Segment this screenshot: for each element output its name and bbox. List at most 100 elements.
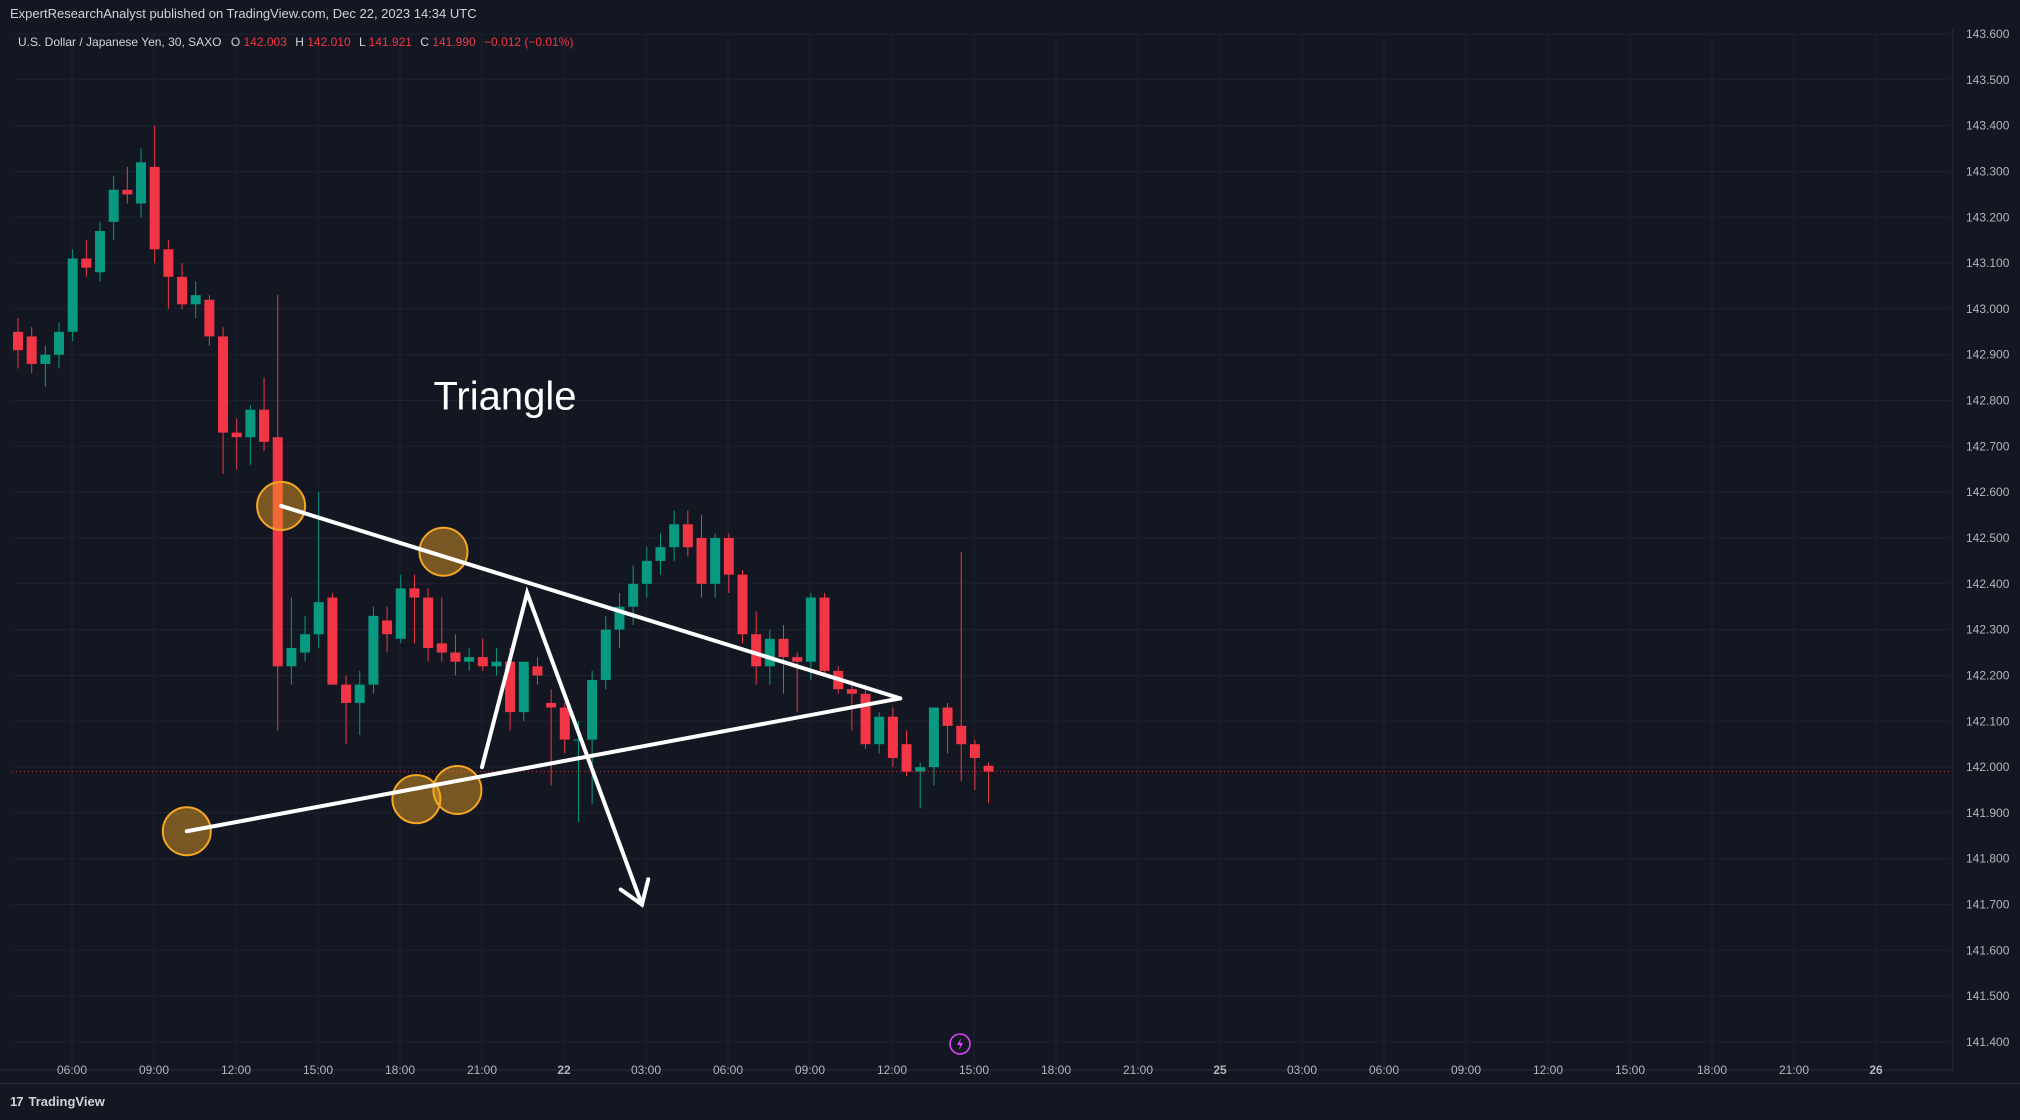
candle-body [846,689,857,694]
candle [286,597,297,685]
candle-body [710,538,721,584]
candle-body [532,666,543,676]
footer: 17 TradingView [0,1083,2020,1120]
price-tick-label: 141.500 [1966,989,2010,1003]
highlight-circle[interactable] [418,526,469,577]
low-value: 141.921 [369,35,413,49]
publication-info: ExpertResearchAnalyst published on Tradi… [10,6,477,21]
candle [860,684,871,749]
candle-body [505,661,516,713]
candle-body [983,765,994,772]
candle [26,327,37,374]
candle-body [737,574,748,635]
symbol-name: U.S. Dollar / Japanese Yen, 30, SAXO [18,35,221,49]
publication-header: ExpertResearchAnalyst published on Tradi… [0,0,2020,29]
candle-body [177,276,188,305]
triangle-annotation-label[interactable]: Triangle [433,375,576,419]
lightning-icon-circle [949,1033,971,1055]
tradingview-logo[interactable]: 17 TradingView [10,1094,105,1109]
candle-body [341,684,352,703]
lightning-icon[interactable] [949,1033,971,1055]
price-tick-label: 143.400 [1966,119,2010,133]
price-tick-label: 142.700 [1966,439,2010,453]
candle-body [573,739,584,741]
candle-body [272,437,283,667]
candle-body [313,602,324,635]
open-label: O [231,35,240,49]
candle-body [218,336,229,433]
candle [354,670,365,736]
candle-body [778,638,789,658]
candle [436,597,447,662]
candle-body [395,588,406,639]
candle-body [409,588,420,598]
candle [819,592,830,676]
candle [204,295,215,346]
highlight-circle[interactable] [432,765,483,815]
time-tick-label: 12:00 [877,1063,907,1077]
candle [792,652,803,713]
time-tick-label: 21:00 [1779,1063,1809,1077]
time-tick-label: 12:00 [1533,1063,1563,1077]
candle-body [928,707,939,768]
projection-path[interactable] [480,586,644,907]
high-value: 142.010 [307,35,351,49]
candle [723,533,734,593]
triangle-upper-trendline[interactable] [279,503,903,701]
candle-body [477,657,488,667]
price-tick-label: 141.900 [1966,806,2010,820]
candle [928,707,939,786]
candle-body [669,524,680,548]
candle-body [300,634,311,653]
candle [382,606,393,653]
candle [546,689,557,786]
price-tick-label: 142.900 [1966,348,2010,362]
candle-body [600,629,611,681]
candle-body [231,432,242,438]
candle-body [887,716,898,758]
candle-body [450,652,461,662]
candle-body [423,597,434,648]
candle-body [655,547,666,561]
time-tick-label: 15:00 [959,1063,989,1077]
candle-body [614,606,625,630]
candle [341,675,352,745]
highlight-circle[interactable] [391,774,442,825]
candle-body [286,647,297,667]
time-tick-label: 03:00 [1287,1063,1317,1077]
candle-body [382,620,393,635]
time-tick-label: 15:00 [1615,1063,1645,1077]
candle-body [149,166,160,250]
projection-arrowhead[interactable] [618,877,651,908]
price-tick-label: 142.000 [1966,760,2010,774]
candle [218,327,229,474]
time-tick-label: 18:00 [1041,1063,1071,1077]
candle [327,592,338,685]
price-tick-label: 141.700 [1966,898,2010,912]
price-chart[interactable]: Triangle 143.600143.500143.400143.300143… [0,28,2020,1111]
candle [163,240,174,309]
candle-body [518,661,529,713]
candle-body [204,299,215,337]
candle [272,295,283,731]
candle [491,647,502,676]
time-tick-label: 18:00 [1697,1063,1727,1077]
price-tick-label: 142.600 [1966,485,2010,499]
candle-body [54,331,65,355]
price-tick-label: 142.400 [1966,577,2010,591]
drawings-layer[interactable]: Triangle [161,375,903,908]
time-tick-label: 22 [557,1063,571,1077]
candle [190,281,201,319]
candle-body [245,409,256,438]
triangle-lower-trendline[interactable] [184,696,903,834]
candle [887,707,898,768]
symbol-legend: U.S. Dollar / Japanese Yen, 30, SAXO O 1… [18,35,573,49]
candle [149,125,160,264]
candle-body [40,354,51,364]
price-tick-label: 141.800 [1966,852,2010,866]
candle [423,588,434,662]
axes-layer: 143.600 143.500 143.400 143.300 143.200 143.1… [0,28,2010,1077]
chart-background [0,28,2020,1111]
time-tick-label: 06:00 [57,1063,87,1077]
